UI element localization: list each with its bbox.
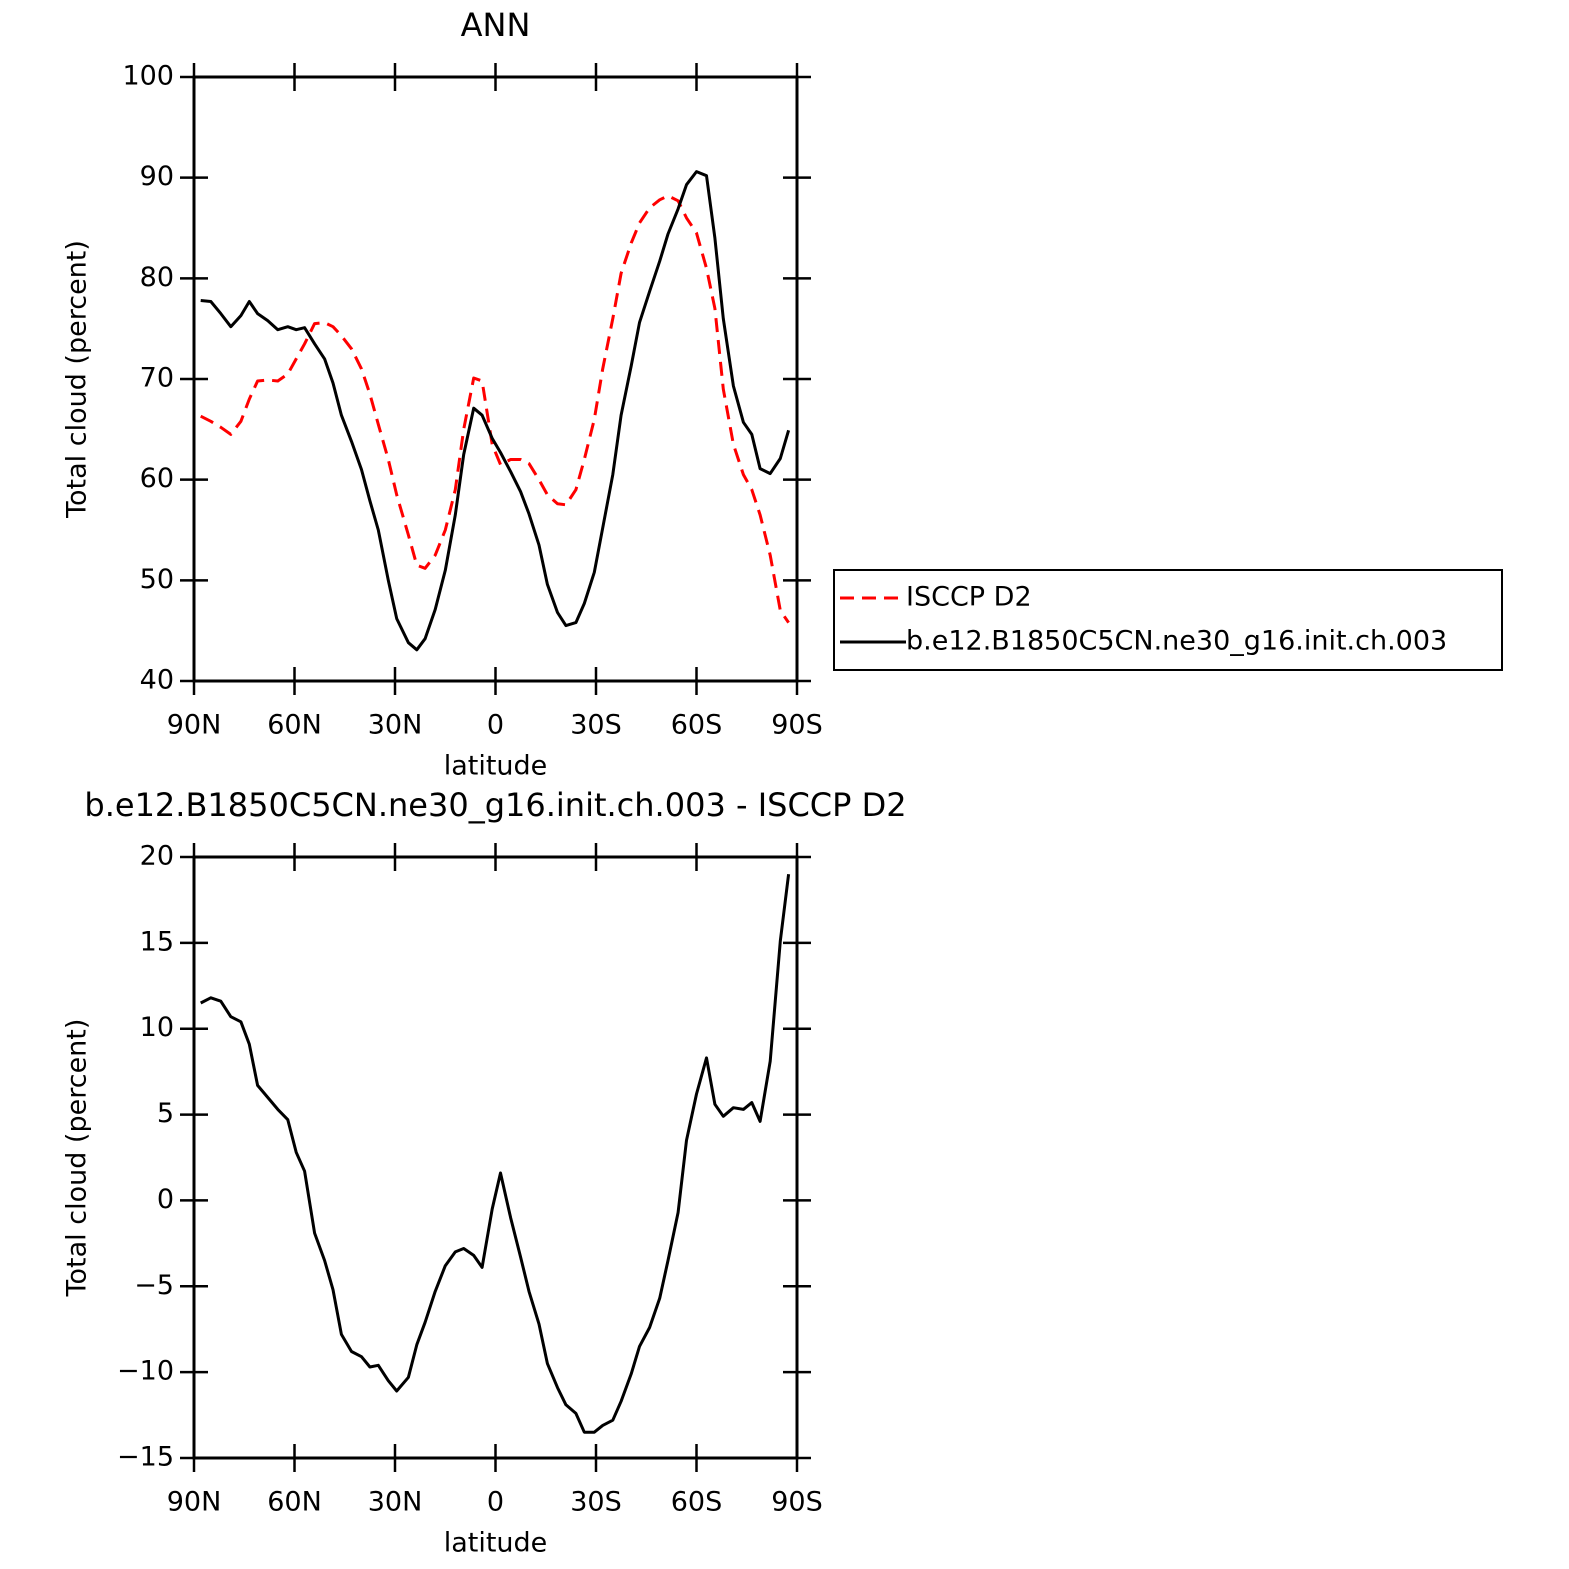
- x-tick-label: 30S: [570, 710, 622, 741]
- x-tick-label: 90N: [167, 1487, 222, 1518]
- legend-box: [833, 569, 1503, 671]
- x-tick-label: 90S: [771, 710, 823, 741]
- x-axis-label: latitude: [444, 1528, 548, 1559]
- y-tick-label: 70: [140, 363, 174, 394]
- x-axis-label: latitude: [444, 751, 548, 782]
- legend-label: ISCCP D2: [906, 582, 1032, 613]
- y-tick-label: 80: [140, 262, 174, 293]
- plot-frame: [192, 855, 799, 1460]
- data-line: [200, 194, 790, 624]
- x-tick-label: 60N: [267, 710, 322, 741]
- plot-frame: [192, 75, 799, 683]
- y-tick-label: 20: [140, 841, 174, 872]
- x-tick-label: 0: [487, 710, 504, 741]
- x-tick-label: 0: [487, 1487, 504, 1518]
- x-tick-label: 30S: [570, 1487, 622, 1518]
- y-tick-label: 15: [140, 926, 174, 957]
- y-tick-label: 90: [140, 161, 174, 192]
- x-tick-label: 30N: [368, 1487, 423, 1518]
- y-tick-label: −10: [117, 1356, 174, 1387]
- x-tick-label: 30N: [368, 710, 423, 741]
- chart-title: ANN: [461, 6, 531, 44]
- x-tick-label: 90S: [771, 1487, 823, 1518]
- y-tick-label: 60: [140, 463, 174, 494]
- chart-title: b.e12.B1850C5CN.ne30_g16.init.ch.003 - I…: [84, 786, 906, 824]
- y-axis-label: Total cloud (percent): [62, 1019, 93, 1298]
- x-tick-label: 60S: [671, 710, 723, 741]
- y-tick-label: 0: [157, 1184, 174, 1215]
- y-axis-label: Total cloud (percent): [62, 240, 93, 519]
- data-line: [200, 170, 791, 652]
- data-line: [200, 874, 791, 1434]
- y-tick-label: 10: [140, 1012, 174, 1043]
- y-tick-label: 5: [157, 1098, 174, 1129]
- y-tick-label: −5: [134, 1270, 174, 1301]
- legend-label: b.e12.B1850C5CN.ne30_g16.init.ch.003: [906, 626, 1447, 657]
- x-tick-label: 90N: [167, 710, 222, 741]
- y-tick-label: −15: [117, 1442, 174, 1473]
- x-tick-label: 60S: [671, 1487, 723, 1518]
- y-tick-label: 100: [122, 61, 174, 92]
- y-tick-label: 50: [140, 564, 174, 595]
- y-tick-label: 40: [140, 665, 174, 696]
- x-tick-label: 60N: [267, 1487, 322, 1518]
